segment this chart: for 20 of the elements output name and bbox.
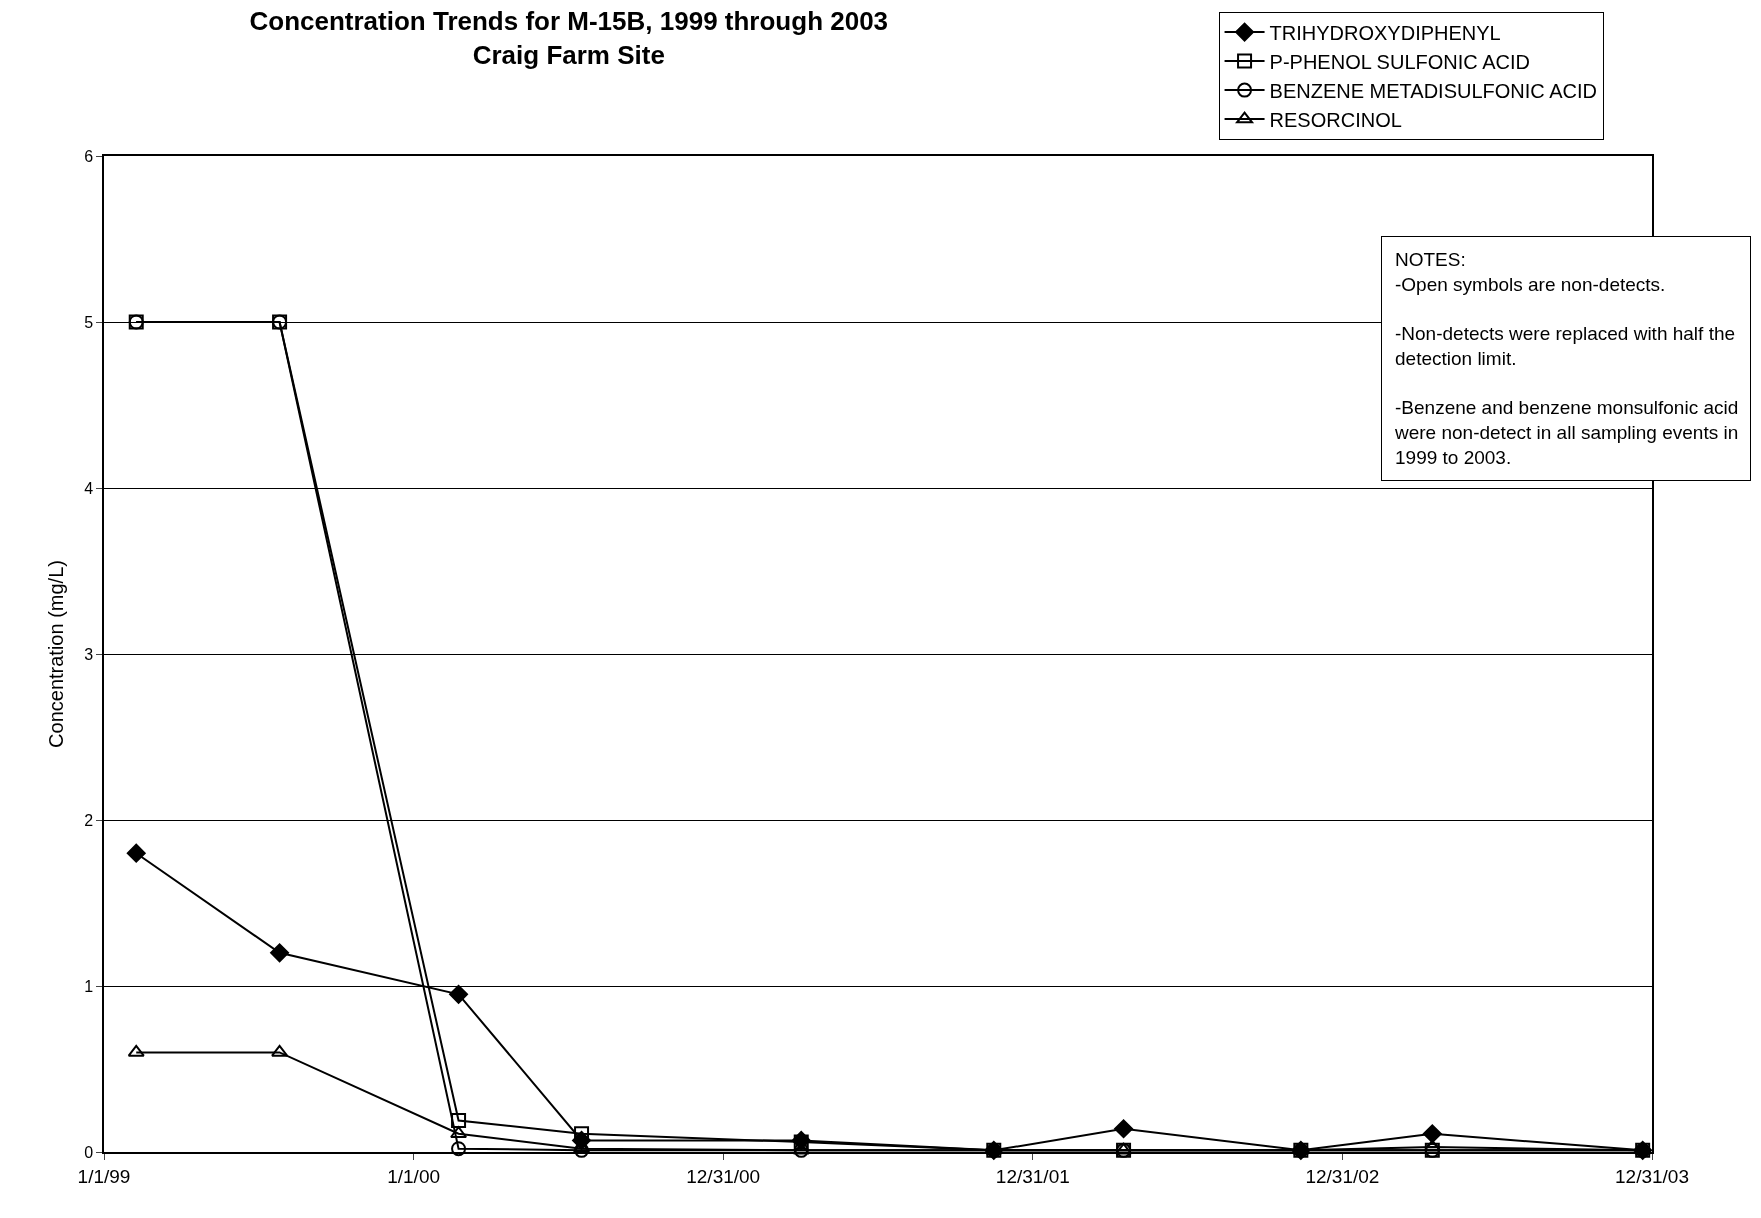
x-tick-label: 1/1/00 bbox=[387, 1165, 441, 1187]
legend-label: BENZENE METADISULFONIC ACID bbox=[1269, 79, 1598, 102]
y-tick-label: 2 bbox=[84, 811, 94, 829]
x-tick-label: 12/31/02 bbox=[1305, 1165, 1380, 1187]
y-tick-label: 4 bbox=[84, 479, 94, 497]
legend-label: P-PHENOL SULFONIC ACID bbox=[1269, 50, 1530, 73]
x-tick-label: 12/31/01 bbox=[995, 1165, 1070, 1187]
chart-title: Concentration Trends for M-15B, 1999 through 2003 Craig Farm Site bbox=[249, 6, 889, 71]
y-tick-label: 6 bbox=[84, 147, 94, 165]
y-tick-label: 1 bbox=[84, 977, 94, 995]
legend-label: RESORCINOL bbox=[1269, 108, 1402, 131]
legend-label: TRIHYDROXYDIPHENYL bbox=[1269, 21, 1501, 44]
y-tick-label: 0 bbox=[84, 1143, 94, 1161]
x-tick-label: 12/31/03 bbox=[1615, 1165, 1689, 1187]
text: NOTES: -Open symbols are non-detects. -Non-detects were replaced with half the detection limit. -Benzene and benzene monsulfonic acid were non-detect in all sampling events in 1999 to 2003. bbox=[1395, 249, 1739, 468]
y-tick-label: 5 bbox=[84, 313, 94, 331]
y-axis-title: Concentration (mg/L) bbox=[45, 560, 68, 748]
y-tick-label: 3 bbox=[84, 645, 94, 663]
x-tick-label: 12/31/00 bbox=[686, 1165, 761, 1187]
x-tick-label: 1/1/99 bbox=[77, 1165, 131, 1187]
